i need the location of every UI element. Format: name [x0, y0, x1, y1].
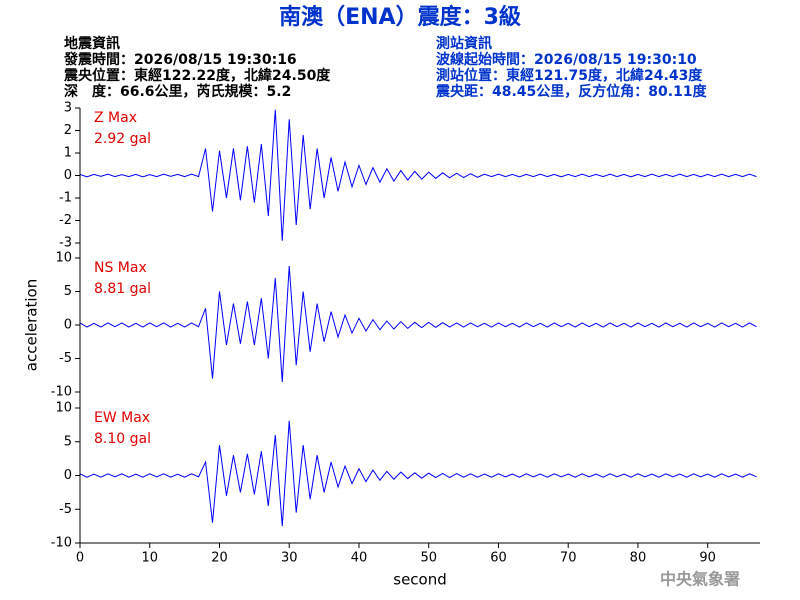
y-axis-label: acceleration [23, 279, 41, 371]
event-info: 震央位置：東經122.22度，北緯24.50度 [63, 67, 331, 84]
x-tick-label: 80 [630, 551, 647, 566]
annotation: 8.81 gal [94, 281, 151, 297]
x-tick-label: 40 [351, 551, 368, 566]
x-tick-label: 20 [211, 551, 228, 566]
y-tick-label: 10 [55, 401, 72, 416]
y-tick-label: 0 [64, 168, 72, 183]
annotation: Z Max [94, 110, 137, 126]
y-tick-label: -10 [51, 536, 72, 551]
y-tick-label: -2 [59, 213, 72, 228]
annotation: NS Max [94, 260, 147, 276]
event-info: 地震資訊 [64, 35, 120, 52]
y-tick-label: 0 [64, 318, 72, 333]
x-tick-label: 70 [560, 551, 577, 566]
credit: 中央氣象署 [660, 570, 740, 589]
x-tick-label: 60 [490, 551, 507, 566]
y-tick-label: -10 [51, 385, 72, 400]
y-tick-label: -5 [59, 502, 72, 517]
station-info: 震央距：48.45公里，反方位角：80.11度 [435, 83, 708, 100]
y-tick-label: -3 [59, 236, 72, 251]
y-tick-label: 0 [64, 468, 72, 483]
waveform [79, 265, 757, 382]
waveform [79, 420, 757, 527]
waveform [79, 109, 757, 241]
event-info: 發震時間：2026/08/15 19:30:16 [63, 51, 297, 68]
y-tick-label: 1 [64, 146, 72, 161]
y-tick-label: -1 [59, 191, 72, 206]
annotation: 2.92 gal [94, 131, 151, 147]
annotation: 8.10 gal [94, 431, 151, 447]
chart-title: 南澳（ENA）震度：3級 [279, 4, 521, 30]
event-info: 深 度：66.6公里，芮氏規模：5.2 [64, 83, 291, 100]
station-info: 測站資訊 [436, 35, 492, 52]
station-info: 波線起始時間：2026/08/15 19:30:10 [436, 51, 697, 68]
x-tick-label: 0 [76, 551, 84, 566]
y-tick-label: 2 [64, 123, 72, 138]
x-tick-label: 90 [699, 551, 716, 566]
x-tick-label: 50 [420, 551, 437, 566]
annotation: EW Max [94, 410, 150, 426]
y-tick-label: 5 [64, 284, 72, 299]
x-tick-label: 30 [281, 551, 298, 566]
x-axis-label: second [393, 571, 447, 589]
y-tick-label: -5 [59, 351, 72, 366]
y-tick-label: 5 [64, 434, 72, 449]
y-tick-label: 3 [64, 101, 72, 116]
y-tick-label: 10 [55, 251, 72, 266]
station-info: 測站位置：東經121.75度，北緯24.43度 [436, 67, 703, 84]
x-tick-label: 10 [141, 551, 158, 566]
